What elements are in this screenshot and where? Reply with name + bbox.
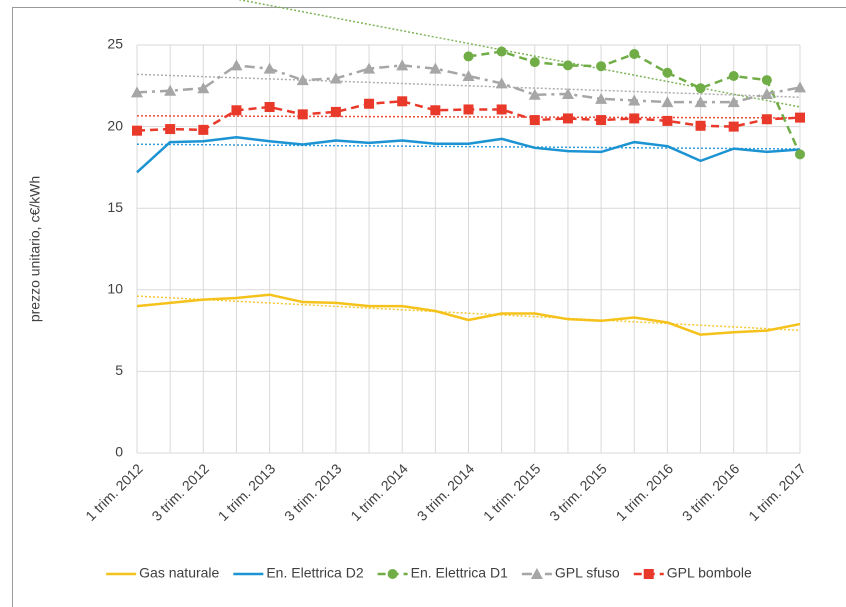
legend-marker	[530, 568, 543, 579]
y-tick-label: 0	[115, 444, 123, 460]
legend-marker	[643, 569, 654, 579]
point-marker	[198, 124, 209, 135]
point-marker	[462, 70, 475, 82]
x-tick-label: 3 trim. 2014	[414, 460, 478, 524]
point-marker	[329, 72, 342, 84]
chart-border	[12, 7, 846, 607]
legend-label: En. Elettrica D2	[266, 565, 363, 581]
x-tick-label: 1 trim. 2016	[613, 460, 677, 524]
point-marker	[528, 88, 541, 100]
point-marker	[132, 125, 142, 136]
point-marker	[661, 96, 674, 108]
point-marker	[728, 71, 739, 82]
point-marker	[496, 46, 507, 57]
point-marker	[794, 81, 806, 93]
point-marker	[629, 113, 640, 124]
point-marker	[761, 114, 772, 125]
trendline	[237, 0, 801, 108]
legend-label: GPL sfuso	[555, 565, 620, 581]
point-marker	[165, 124, 176, 135]
legend-label: GPL bombole	[667, 565, 752, 581]
point-marker	[562, 60, 573, 71]
x-tick-label: 1 trim. 2014	[347, 460, 411, 524]
point-marker	[264, 102, 275, 113]
series-line	[136, 293, 801, 336]
x-tick-label: 3 trim. 2016	[679, 460, 743, 524]
legend-marker	[387, 569, 398, 579]
point-marker	[662, 67, 673, 78]
point-marker	[263, 62, 276, 74]
point-marker	[628, 94, 641, 106]
point-marker	[363, 62, 376, 74]
point-marker	[463, 104, 474, 115]
trendline	[136, 143, 801, 150]
point-marker	[330, 106, 341, 117]
point-marker	[595, 92, 608, 104]
x-tick-label: 1 trim. 2013	[215, 460, 279, 524]
point-marker	[760, 87, 773, 99]
point-marker	[197, 82, 210, 94]
point-marker	[662, 115, 673, 126]
point-marker	[296, 74, 309, 86]
point-marker	[761, 75, 772, 86]
point-marker	[397, 96, 408, 107]
point-marker	[728, 121, 739, 132]
point-marker	[562, 113, 573, 124]
y-axis-label: prezzo unitario, c€/kWh	[27, 176, 43, 322]
y-tick-label: 5	[115, 362, 123, 378]
x-tick-label: 3 trim. 2013	[281, 460, 345, 524]
legend-label: En. Elettrica D1	[411, 565, 508, 581]
point-marker	[529, 57, 540, 68]
point-marker	[496, 104, 507, 115]
point-marker	[230, 59, 243, 71]
trendline	[136, 295, 801, 332]
point-marker	[495, 77, 508, 89]
point-marker	[596, 61, 607, 72]
legend-label: Gas naturale	[139, 565, 219, 581]
y-tick-label: 10	[107, 281, 123, 297]
point-marker	[297, 109, 308, 120]
series-line	[136, 64, 801, 104]
point-marker	[429, 62, 442, 74]
y-tick-label: 15	[107, 199, 123, 215]
point-marker	[629, 48, 640, 59]
point-marker	[430, 105, 441, 116]
point-marker	[164, 84, 177, 96]
y-tick-label: 25	[107, 36, 123, 52]
point-marker	[695, 120, 706, 131]
point-marker	[695, 83, 706, 94]
x-tick-label: 1 trim. 2015	[480, 460, 544, 524]
point-marker	[727, 96, 740, 108]
point-marker	[231, 105, 242, 116]
x-tick-label: 1 trim. 2017	[745, 460, 809, 524]
trendline	[136, 73, 801, 99]
y-tick-label: 20	[107, 117, 123, 133]
point-marker	[795, 112, 805, 123]
x-tick-label: 1 trim. 2012	[82, 460, 146, 524]
legend: Gas naturale En. Elettrica D2 En. Elettric…	[106, 565, 752, 581]
trendline	[136, 115, 801, 119]
point-marker	[396, 59, 409, 71]
point-marker	[795, 149, 805, 160]
x-tick-label: 3 trim. 2012	[148, 460, 212, 524]
x-tick-label: 3 trim. 2015	[546, 460, 610, 524]
series-line	[136, 135, 801, 174]
point-marker	[561, 87, 574, 99]
point-marker	[529, 115, 540, 126]
point-marker	[131, 86, 143, 98]
point-marker	[364, 98, 375, 109]
point-marker	[463, 51, 474, 62]
point-marker	[694, 96, 707, 108]
point-marker	[596, 115, 607, 126]
